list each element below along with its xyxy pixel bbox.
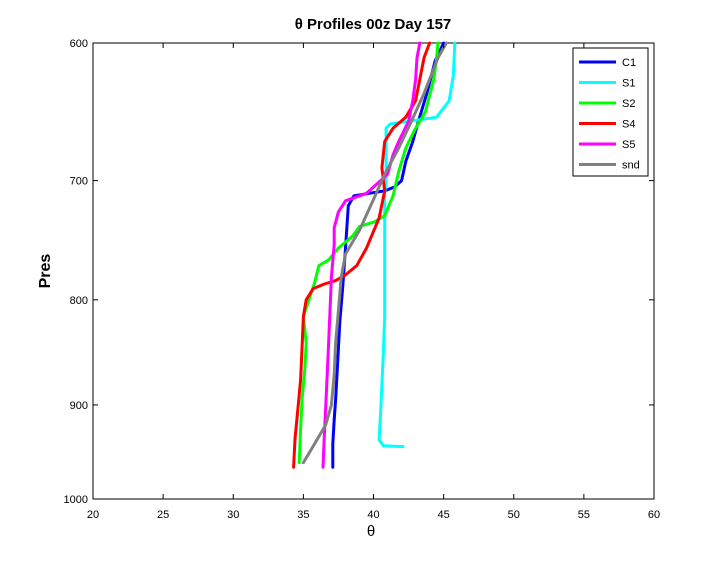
series-line-s5 xyxy=(321,41,422,469)
y-tick-label: 700 xyxy=(70,176,88,188)
axes-box xyxy=(92,42,655,500)
y-tick-label: 600 xyxy=(70,38,88,50)
y-tick-label: 1000 xyxy=(64,494,88,506)
x-tick-label: 60 xyxy=(648,509,660,521)
y-tick-label: 900 xyxy=(70,400,88,412)
legend: C1 S1 S2 S4 S5 snd xyxy=(572,47,649,177)
legend-items: C1 S1 S2 S4 S5 snd xyxy=(579,57,640,172)
x-tick-label: 35 xyxy=(297,509,309,521)
plot-area: 20 25 30 35 40 45 50 55 60 600 700 800 900 1000 xyxy=(64,38,661,521)
legend-label-s2: S2 xyxy=(622,98,635,110)
x-tick-label: 25 xyxy=(157,509,169,521)
x-axis-label: θ xyxy=(367,523,375,540)
legend-label-snd: snd xyxy=(622,160,640,172)
series-layer xyxy=(292,41,457,469)
legend-label-s4: S4 xyxy=(622,119,635,131)
x-tick-label: 20 xyxy=(87,509,99,521)
y-axis-ticks: 600 700 800 900 1000 xyxy=(64,38,654,506)
x-tick-label: 55 xyxy=(578,509,590,521)
legend-label-c1: C1 xyxy=(622,57,636,69)
x-tick-label: 45 xyxy=(438,509,450,521)
x-tick-label: 30 xyxy=(227,509,239,521)
legend-box xyxy=(572,47,649,177)
series-line-s2 xyxy=(297,41,440,465)
legend-label-s5: S5 xyxy=(622,139,635,151)
series-line-snd xyxy=(301,41,448,465)
x-tick-label: 50 xyxy=(508,509,520,521)
chart-title: θ Profiles 00z Day 157 xyxy=(295,16,452,33)
y-axis-label: Pres xyxy=(37,254,54,289)
x-axis-ticks: 20 25 30 35 40 45 50 55 60 xyxy=(87,43,660,521)
legend-label-s1: S1 xyxy=(622,78,635,90)
x-tick-label: 40 xyxy=(367,509,379,521)
y-tick-label: 800 xyxy=(70,295,88,307)
